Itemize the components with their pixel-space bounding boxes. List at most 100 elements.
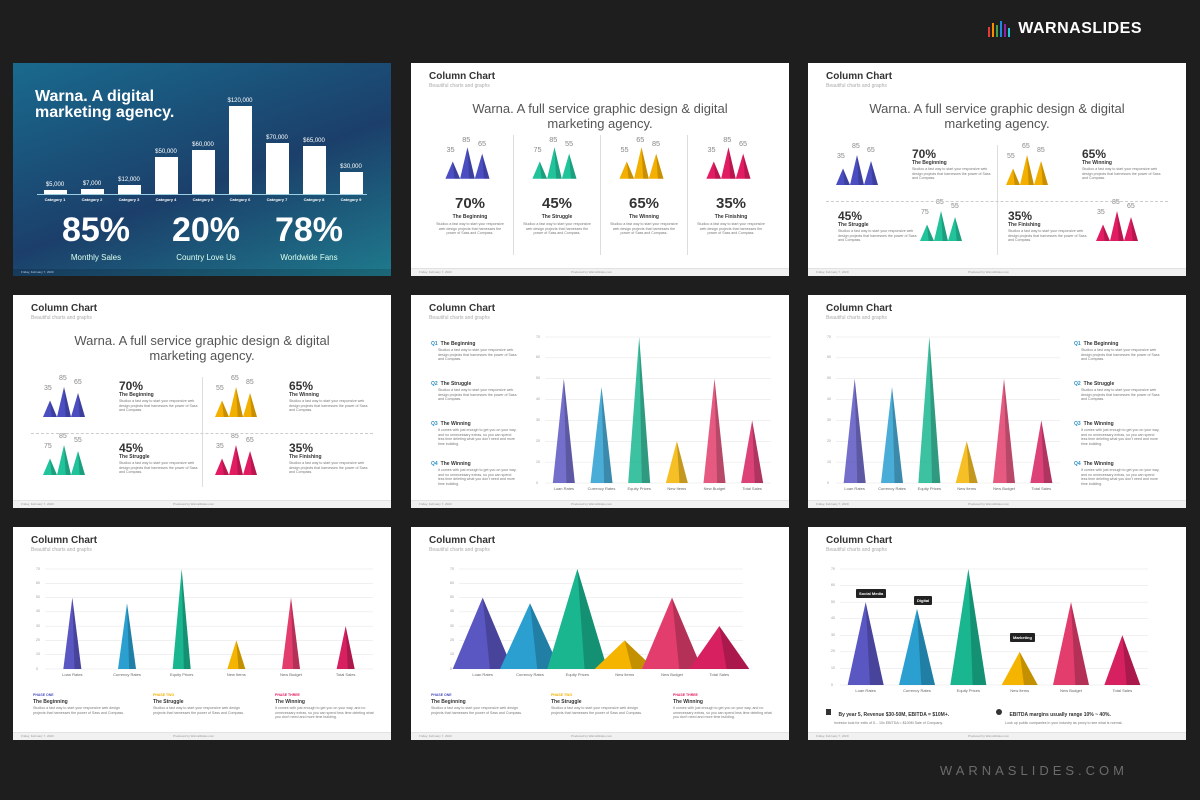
footer-date: Friday, February 7, 2020 — [816, 734, 849, 738]
y-tick-label: 30 — [831, 632, 835, 637]
y-tick-label: 30 — [36, 623, 40, 628]
triangle-value: 85 — [723, 134, 732, 144]
group-text: Studioo a fast way to start your respons… — [523, 222, 591, 236]
group-label: The Beginning — [452, 214, 488, 220]
slide-8[interactable]: Column Chart Beautiful charts and graphs… — [411, 527, 789, 740]
slide-footer: Friday, February 7, 2020 Produced by Warn… — [13, 500, 391, 508]
slide-7[interactable]: Column Chart Beautiful charts and graphs… — [13, 527, 391, 740]
triangle-value: 85 — [462, 134, 471, 144]
y-tick-label: 40 — [450, 609, 454, 614]
chart-bar — [843, 378, 866, 483]
group-percent: 65% — [1082, 147, 1107, 161]
group-label: The Struggle — [838, 222, 869, 228]
brand-name: WARNASLIDES — [1018, 20, 1142, 37]
chart-bar — [628, 337, 651, 483]
slide-subtitle: Beautiful charts and graphs — [429, 315, 490, 321]
footer-brand: WARNASLIDES.COM — [939, 763, 1128, 778]
footer-date: Friday, February 7, 2020 — [21, 734, 54, 738]
triangle-shade — [452, 161, 461, 179]
callout-social-media: Social Media — [856, 589, 887, 598]
group-percent: 45% — [838, 209, 863, 223]
group-text: Studioo a fast way to start your respons… — [1082, 167, 1161, 181]
y-tick-label: 30 — [827, 417, 831, 422]
triangle-mark — [1096, 224, 1110, 241]
triangle-value: 65 — [477, 138, 487, 148]
info-icon — [996, 708, 1002, 715]
phase-tag: PHASE THREE — [673, 693, 698, 697]
triangle-value: 85 — [651, 138, 661, 148]
y-tick-label: 0 — [450, 666, 452, 671]
triangle-value: 55 — [1007, 153, 1015, 160]
quarter-title: The Struggle — [440, 381, 472, 387]
group-label: The Struggle — [541, 214, 573, 220]
triangle-mark — [706, 161, 722, 179]
chart-bar — [665, 441, 688, 483]
slide1-bar — [302, 146, 326, 194]
slide-1[interactable]: Warna. A digital marketing agency. $5,00… — [13, 63, 391, 276]
slide-footer: Friday, February 7, 2020 Produced by Warn… — [411, 268, 789, 276]
quarter-text: Studioo a fast way to start your respons… — [1081, 388, 1160, 402]
headline-line-1: Warna. A full service graphic design & d… — [472, 101, 728, 116]
triangle-shade — [941, 211, 948, 241]
y-tick-label: 0 — [831, 682, 833, 687]
slide1-bar-category: Category 4 — [155, 197, 177, 202]
quarter-label: Q4 The Winning — [1074, 461, 1114, 467]
slide-subtitle: Beautiful charts and graphs — [826, 83, 887, 89]
slide1-bar-category: Category 7 — [266, 197, 288, 202]
chart-bar — [552, 378, 575, 483]
triangle-mark — [735, 153, 751, 179]
group-percent: 70% — [454, 195, 486, 212]
triangle-mark — [43, 400, 57, 417]
triangle-shade — [78, 451, 85, 475]
headline-line-2: marketing agency. — [944, 116, 1050, 131]
quarter-label: Q3 The Winning — [431, 421, 471, 427]
triangle-value: 85 — [246, 379, 254, 386]
chart-bar — [881, 387, 903, 483]
footer-mid: Produced by WarnaSlides.com — [173, 502, 215, 506]
triangle-mark — [445, 161, 461, 179]
x-category-label: Loan Rates — [844, 486, 865, 491]
slide-4[interactable]: Column Chart Beautiful charts and graphs… — [13, 295, 391, 508]
x-category-label: New Budget — [703, 486, 726, 491]
slide1-bar-category: Category 3 — [118, 197, 140, 202]
chart-bar-shade — [917, 608, 935, 685]
divider-vertical — [202, 377, 203, 487]
quarter-title: The Winning — [1083, 461, 1114, 467]
slide1-bar-category: Category 1 — [44, 197, 66, 202]
quarter-title: The Winning — [440, 421, 471, 427]
footer-date: Friday, February 7, 2020 — [21, 270, 54, 274]
triangle-value: 55 — [216, 385, 224, 392]
triangle-shade — [955, 217, 962, 241]
group-text: Studioo a fast way to start your respons… — [289, 461, 368, 475]
triangle-value: 35 — [837, 153, 845, 160]
slide-3[interactable]: Column Chart Beautiful charts and graphs… — [808, 63, 1186, 276]
slide-subtitle: Beautiful charts and graphs — [31, 547, 92, 553]
quarter-title: The Winning — [440, 461, 471, 467]
slide-footer: Friday, February 7, 2020 Produced by Warn… — [808, 500, 1186, 508]
y-tick-label: 0 — [536, 480, 538, 485]
brand-logo-icon — [988, 21, 1011, 37]
triangle-shade — [857, 155, 864, 185]
x-category-label: Total Sales — [335, 672, 356, 677]
slide-6[interactable]: Column Chart Beautiful charts and graphs… — [808, 295, 1186, 508]
slide-title: Column Chart — [826, 535, 893, 546]
y-tick-label: 40 — [831, 616, 835, 621]
slide-5[interactable]: Column Chart Beautiful charts and graphs… — [411, 295, 789, 508]
slide-title: Column Chart — [429, 535, 496, 546]
chart-bar-shade — [181, 569, 191, 669]
chart-bar — [703, 378, 726, 483]
stat-label-1: Monthly Sales — [70, 253, 122, 262]
footer-mid: Produced by WarnaSlides.com — [571, 270, 613, 274]
slide-2[interactable]: Column Chart Beautiful charts and graphs… — [411, 63, 789, 276]
x-category-label: Equity Prices — [169, 672, 194, 677]
y-tick-label: 70 — [36, 566, 40, 571]
group-label: The Finishing — [289, 454, 322, 460]
x-category-label: New Items — [957, 486, 977, 491]
chart-bar-shade — [865, 602, 884, 685]
triangle-mark — [864, 161, 878, 185]
slide-9[interactable]: Column Chart Beautiful charts and graphs… — [808, 527, 1186, 740]
y-tick-label: 60 — [36, 580, 40, 585]
triangle-mark — [1124, 217, 1138, 241]
callout-digital: Digital — [914, 596, 933, 605]
triangle-value: 55 — [74, 437, 82, 444]
